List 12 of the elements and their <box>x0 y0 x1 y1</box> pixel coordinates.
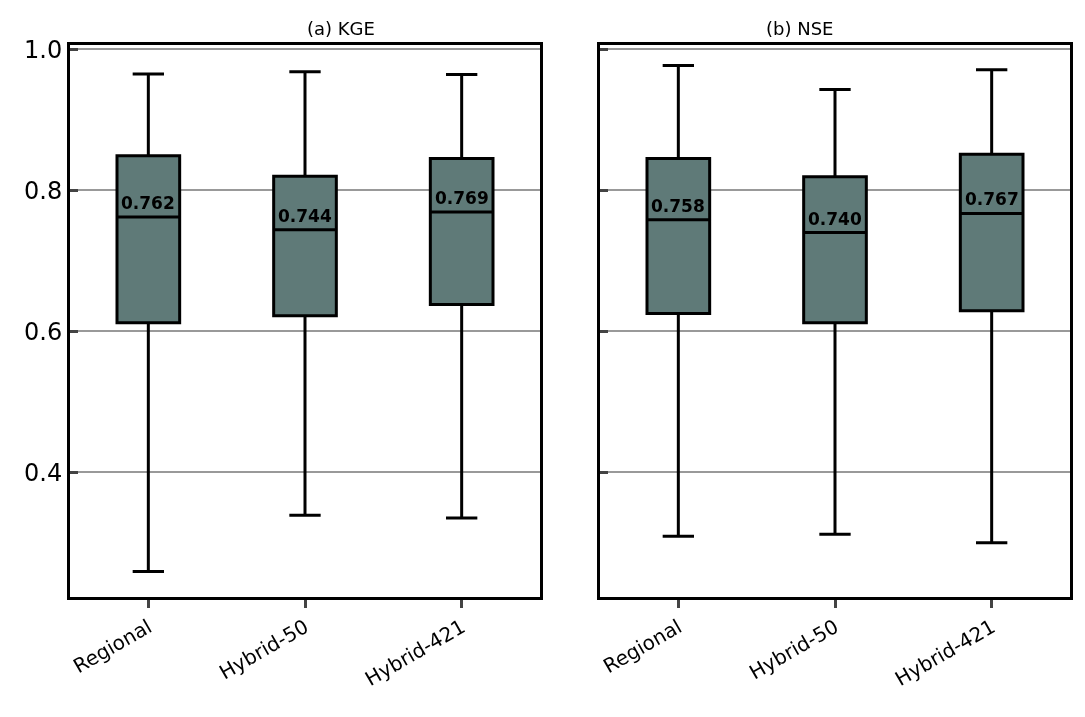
text: 0.762 <box>121 193 175 213</box>
text: 0.769 <box>435 188 489 208</box>
text: 0.758 <box>651 196 705 216</box>
y-tick-label: 0.8 <box>24 176 63 205</box>
text: 0.740 <box>808 209 862 229</box>
y-tick-label: 1.0 <box>24 35 63 64</box>
chart-title: (a) KGE <box>307 18 375 39</box>
text: 0.767 <box>965 189 1019 209</box>
y-tick-label: 0.6 <box>24 317 63 346</box>
y-tick-label: 0.4 <box>24 458 63 487</box>
text: 0.744 <box>278 206 332 226</box>
chart-title: (b) NSE <box>766 18 834 39</box>
